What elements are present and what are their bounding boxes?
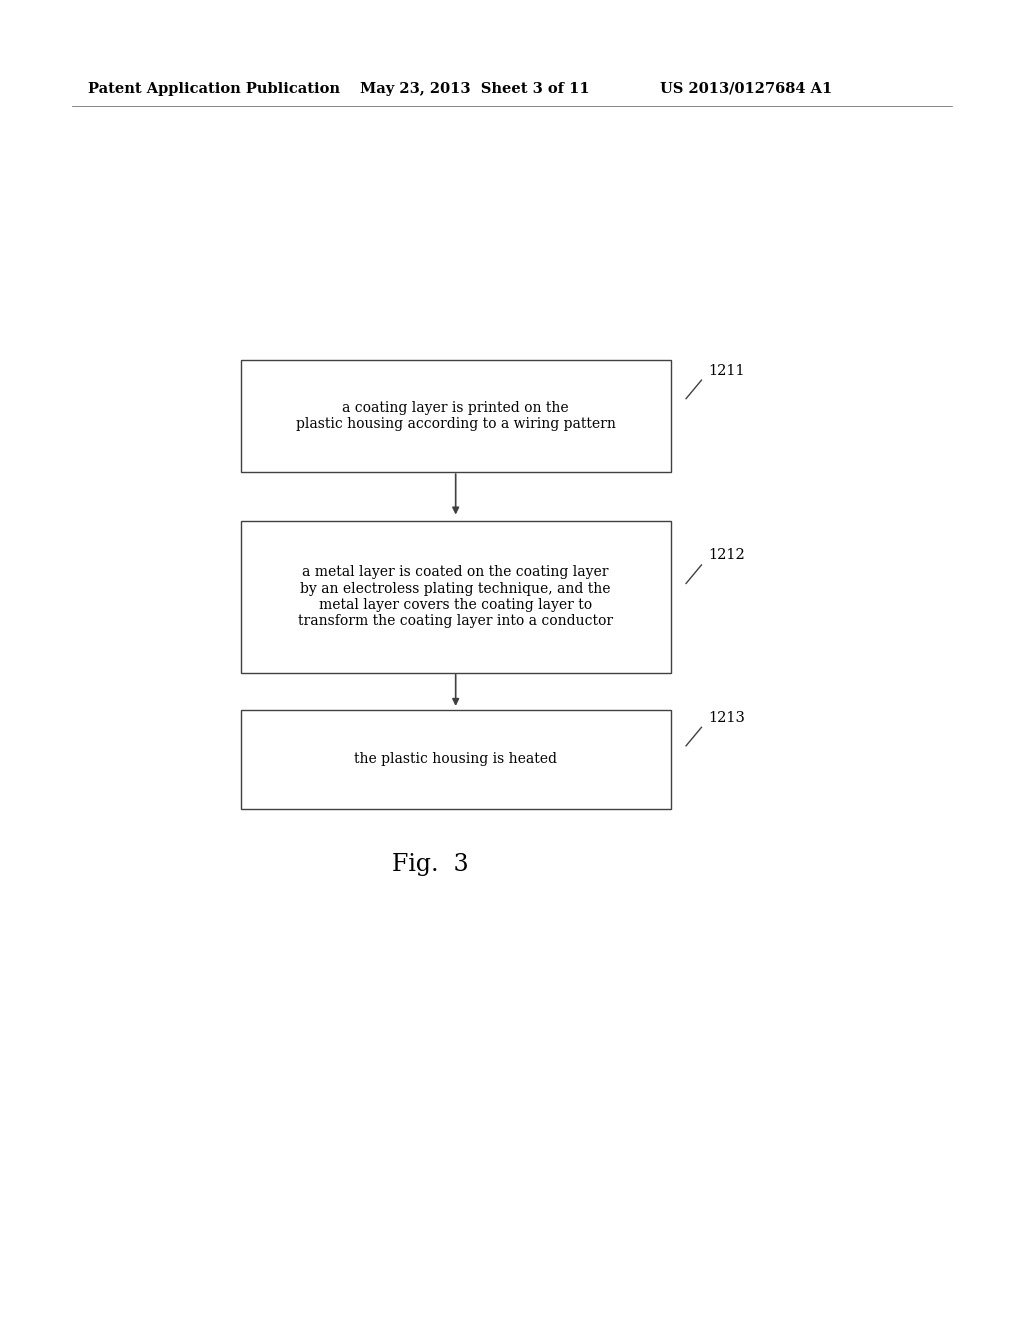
Text: Patent Application Publication: Patent Application Publication (88, 82, 340, 96)
Text: 1213: 1213 (709, 710, 745, 725)
Bar (241, 520, 671, 672)
Text: US 2013/0127684 A1: US 2013/0127684 A1 (660, 82, 833, 96)
Text: 1212: 1212 (709, 548, 745, 562)
Text: May 23, 2013  Sheet 3 of 11: May 23, 2013 Sheet 3 of 11 (360, 82, 590, 96)
Text: the plastic housing is heated: the plastic housing is heated (354, 752, 557, 766)
Text: 1211: 1211 (709, 363, 745, 378)
Bar (241, 710, 671, 808)
Bar (241, 359, 671, 471)
Text: a coating layer is printed on the
plastic housing according to a wiring pattern: a coating layer is printed on the plasti… (296, 401, 615, 430)
Text: a metal layer is coated on the coating layer
by an electroless plating technique: a metal layer is coated on the coating l… (298, 565, 613, 628)
Text: Fig.  3: Fig. 3 (392, 853, 468, 876)
